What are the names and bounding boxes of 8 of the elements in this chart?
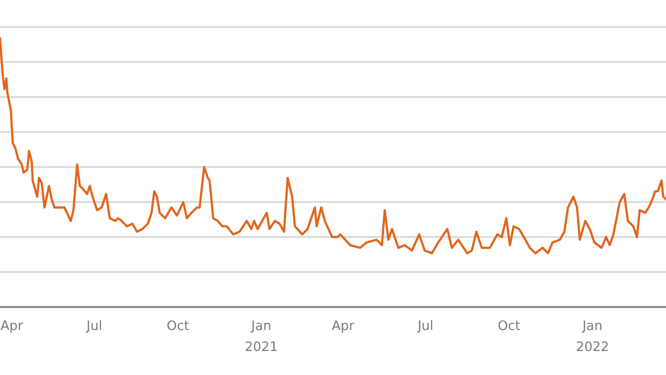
x-tick-label: Apr	[332, 319, 355, 334]
x-tick-label: Jul	[416, 319, 434, 334]
x-tick-label: Jan 2021	[244, 319, 278, 355]
x-tick-label: Oct	[498, 319, 520, 334]
x-tick-label: Jul	[86, 319, 102, 334]
x-tick-label: Oct	[166, 319, 190, 334]
x-tick-label: Jan 2022	[576, 319, 610, 355]
x-tick-label: Apr	[0, 319, 24, 334]
